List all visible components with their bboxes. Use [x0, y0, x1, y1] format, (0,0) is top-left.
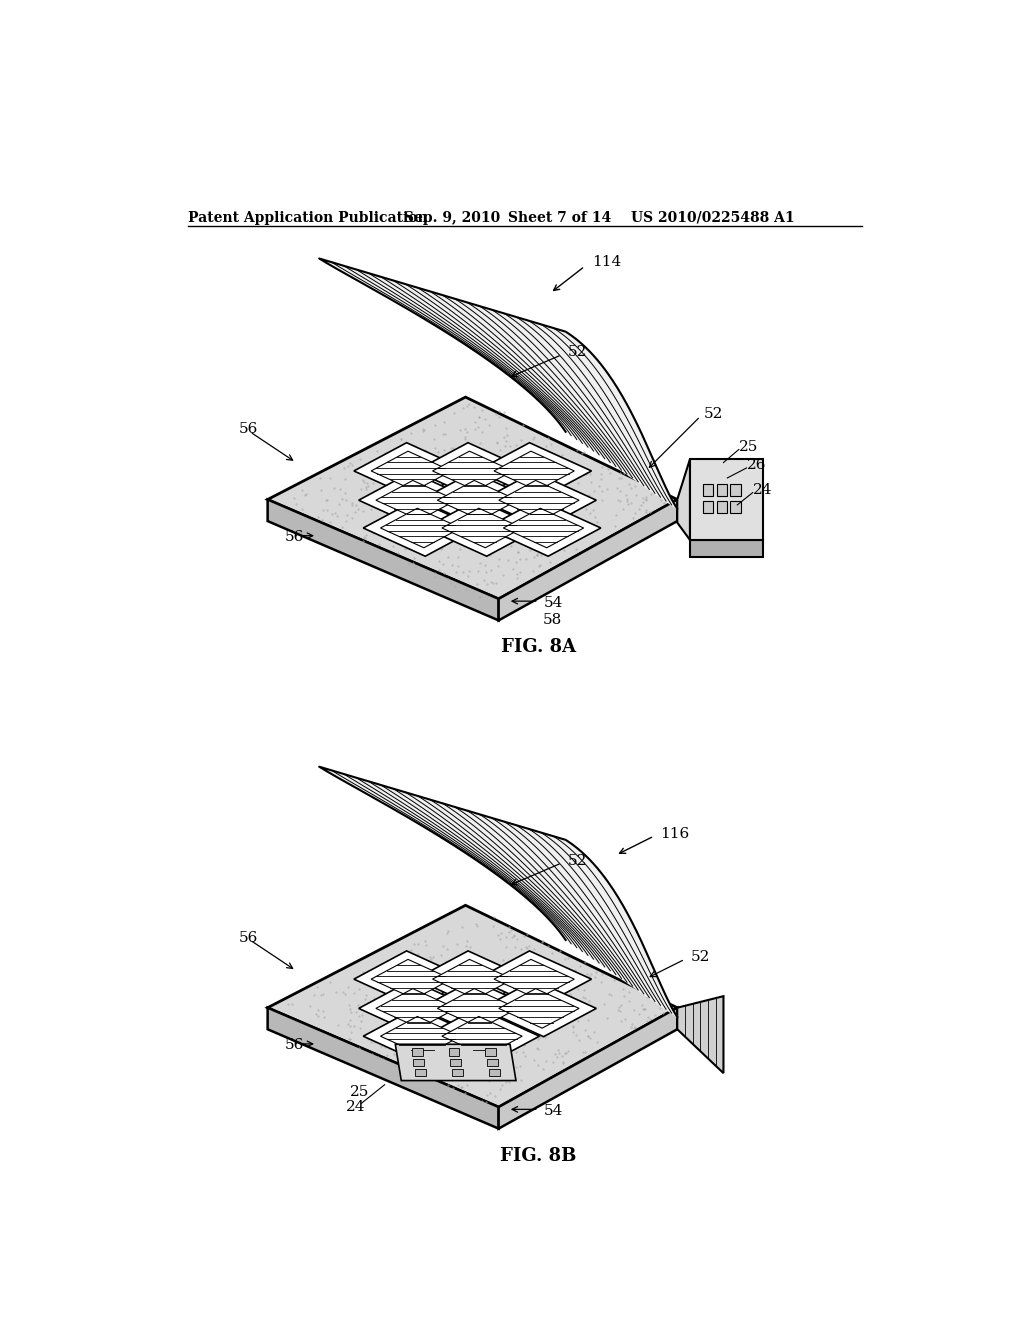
- Text: 116: 116: [660, 828, 689, 841]
- Text: 56: 56: [239, 931, 258, 945]
- Polygon shape: [354, 950, 469, 1007]
- Polygon shape: [481, 473, 596, 528]
- Polygon shape: [354, 442, 469, 499]
- Polygon shape: [437, 480, 518, 520]
- Bar: [485, 1048, 497, 1056]
- Polygon shape: [267, 906, 677, 1107]
- Polygon shape: [432, 960, 513, 999]
- Text: FIG. 8A: FIG. 8A: [501, 639, 577, 656]
- Polygon shape: [477, 950, 592, 1007]
- Bar: [702, 502, 714, 513]
- Bar: [717, 502, 727, 513]
- Polygon shape: [442, 1016, 522, 1056]
- Bar: [415, 1069, 426, 1076]
- Polygon shape: [376, 989, 456, 1028]
- Polygon shape: [504, 508, 584, 548]
- Polygon shape: [267, 397, 677, 599]
- Bar: [412, 1048, 423, 1056]
- Polygon shape: [364, 1008, 478, 1064]
- Polygon shape: [319, 259, 677, 508]
- Polygon shape: [425, 1008, 540, 1064]
- Bar: [452, 1069, 463, 1076]
- Bar: [488, 1069, 500, 1076]
- Polygon shape: [677, 459, 690, 540]
- Polygon shape: [494, 960, 574, 999]
- Polygon shape: [364, 500, 478, 556]
- Polygon shape: [381, 508, 461, 548]
- Text: 52: 52: [690, 950, 710, 964]
- Text: Sheet 7 of 14: Sheet 7 of 14: [508, 211, 611, 224]
- Polygon shape: [437, 989, 518, 1028]
- Polygon shape: [395, 1044, 516, 1081]
- Polygon shape: [358, 981, 473, 1036]
- Polygon shape: [358, 473, 473, 528]
- Polygon shape: [442, 508, 522, 548]
- Polygon shape: [416, 442, 530, 499]
- Text: 52: 52: [568, 854, 588, 867]
- Polygon shape: [486, 500, 601, 556]
- Text: US 2010/0225488 A1: US 2010/0225488 A1: [631, 211, 795, 224]
- Text: 24: 24: [753, 483, 772, 496]
- Polygon shape: [494, 451, 574, 491]
- Polygon shape: [267, 1007, 499, 1129]
- Polygon shape: [432, 451, 513, 491]
- Text: FIG. 8B: FIG. 8B: [501, 1147, 577, 1164]
- Bar: [730, 484, 741, 496]
- Text: 24: 24: [346, 1100, 366, 1114]
- Polygon shape: [376, 480, 456, 520]
- Polygon shape: [690, 459, 763, 540]
- Polygon shape: [420, 473, 535, 528]
- Polygon shape: [420, 981, 535, 1036]
- Text: 56: 56: [285, 1039, 304, 1052]
- Bar: [451, 1059, 461, 1067]
- Polygon shape: [371, 451, 452, 491]
- Text: 56: 56: [239, 422, 258, 437]
- Polygon shape: [481, 981, 596, 1036]
- Text: 52: 52: [705, 407, 724, 421]
- Text: 58: 58: [543, 614, 562, 627]
- Polygon shape: [499, 1007, 677, 1129]
- Polygon shape: [425, 500, 540, 556]
- Text: 52: 52: [568, 346, 588, 359]
- Polygon shape: [319, 767, 677, 1016]
- Text: 54: 54: [544, 1104, 562, 1118]
- Polygon shape: [416, 950, 530, 1007]
- Polygon shape: [381, 1016, 461, 1056]
- Bar: [717, 484, 727, 496]
- Polygon shape: [499, 989, 580, 1028]
- Polygon shape: [267, 499, 499, 620]
- Text: 25: 25: [739, 440, 758, 454]
- Text: Patent Application Publication: Patent Application Publication: [188, 211, 428, 224]
- Polygon shape: [690, 540, 763, 557]
- Polygon shape: [499, 480, 580, 520]
- Bar: [730, 502, 741, 513]
- Text: 25: 25: [350, 1085, 370, 1098]
- Bar: [702, 484, 714, 496]
- Text: Sep. 9, 2010: Sep. 9, 2010: [403, 211, 500, 224]
- Text: 26: 26: [746, 458, 766, 471]
- Text: 56: 56: [285, 531, 304, 544]
- Bar: [449, 1048, 460, 1056]
- Text: 114: 114: [593, 255, 622, 269]
- Text: 54: 54: [544, 595, 562, 610]
- Polygon shape: [677, 997, 724, 1073]
- Bar: [414, 1059, 424, 1067]
- Polygon shape: [499, 499, 677, 620]
- Polygon shape: [477, 442, 592, 499]
- Polygon shape: [371, 960, 452, 999]
- Bar: [487, 1059, 498, 1067]
